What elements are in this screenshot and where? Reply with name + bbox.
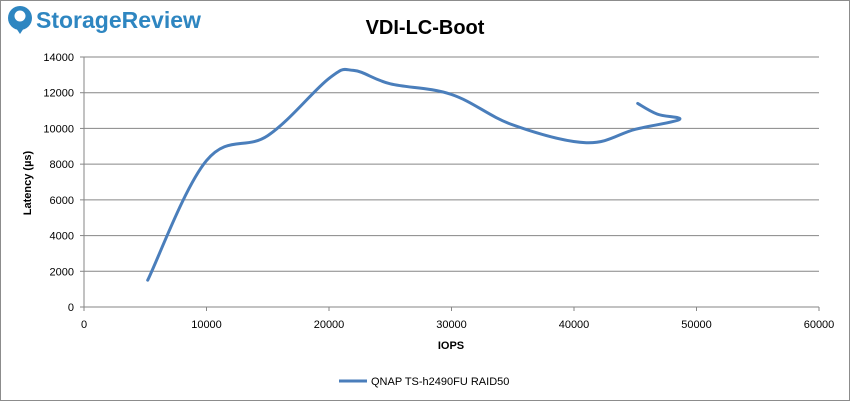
chart-title: VDI-LC-Boot — [366, 17, 485, 39]
y-tick-label: 10000 — [43, 123, 74, 135]
y-tick-label: 14000 — [43, 52, 74, 64]
y-tick-labels: 0 2000 4000 6000 8000 10000 12000 14000 — [43, 52, 74, 314]
x-axis-label: IOPS — [438, 340, 464, 352]
x-tick-label: 40000 — [559, 319, 590, 331]
y-tick-label: 12000 — [43, 88, 74, 100]
y-axis-label: Latency (µs) — [22, 150, 34, 215]
y-tick-label: 4000 — [50, 231, 74, 243]
x-tick-label: 30000 — [436, 319, 467, 331]
x-tick-label: 10000 — [191, 319, 222, 331]
x-tick-labels: 0 10000 20000 30000 40000 50000 60000 — [81, 319, 834, 331]
y-tick-label: 8000 — [50, 159, 74, 171]
x-tick-label: 20000 — [314, 319, 345, 331]
logo-pin-icon — [8, 6, 32, 34]
series-line-0 — [148, 69, 680, 280]
x-tick-label: 50000 — [681, 319, 712, 331]
x-tick-label: 60000 — [804, 319, 835, 331]
storagereview-logo: StorageReview — [8, 6, 201, 34]
x-tick-label: 0 — [81, 319, 87, 331]
y-tick-label: 2000 — [50, 266, 74, 278]
legend-label: QNAP TS-h2490FU RAID50 — [371, 376, 509, 388]
legend: QNAP TS-h2490FU RAID50 — [339, 376, 509, 388]
series-group — [148, 69, 680, 280]
y-tick-label: 0 — [68, 302, 74, 314]
brand-name: StorageReview — [36, 7, 201, 33]
gridlines — [84, 57, 819, 271]
y-tick-label: 6000 — [50, 195, 74, 207]
